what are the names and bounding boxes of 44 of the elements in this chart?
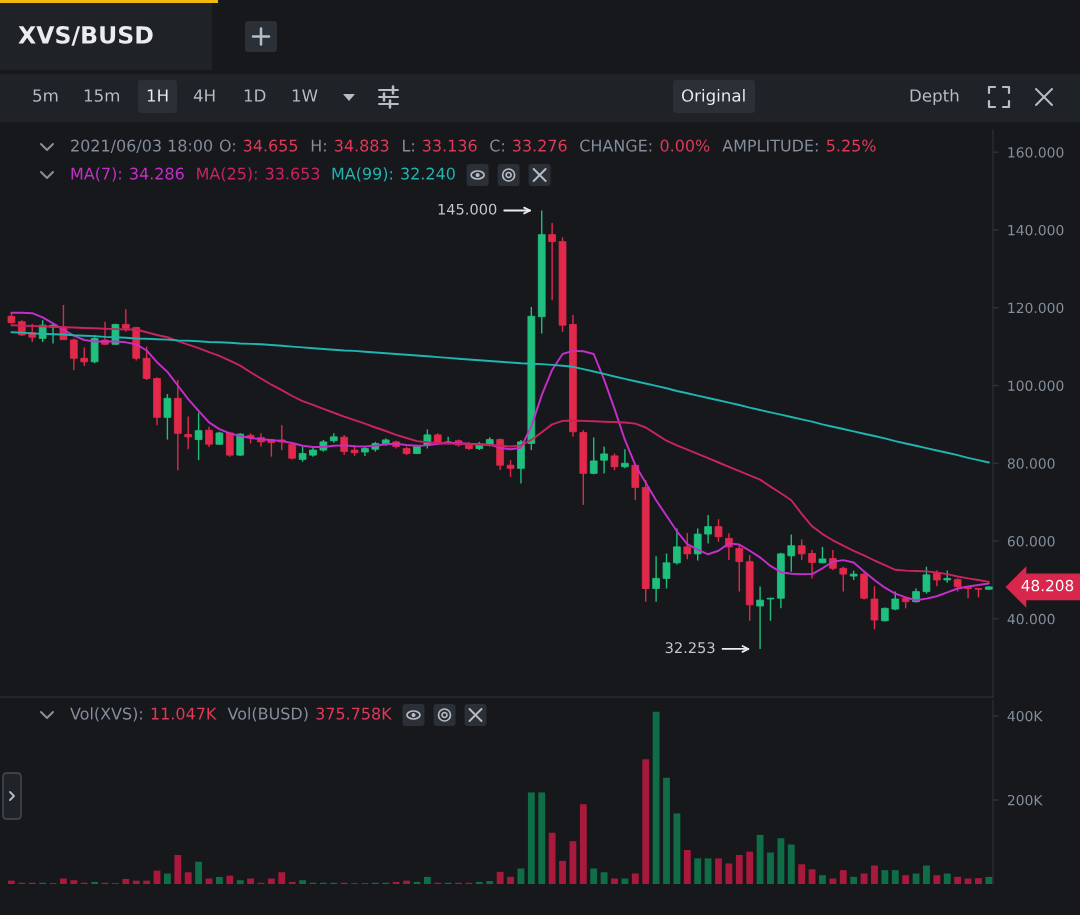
- annotation: C:: [490, 139, 504, 152]
- y-tick-label: 40.000: [1007, 613, 1055, 625]
- annotation: 32.240: [401, 167, 455, 180]
- annotation: 5.25%: [826, 139, 876, 152]
- text: 1D: [244, 89, 266, 102]
- y-tick-label: 120.000: [1008, 302, 1064, 314]
- y-tick-label: 100.000: [1008, 380, 1064, 391]
- text: 1H: [147, 89, 168, 102]
- y-tick-label: 200K: [1007, 794, 1043, 806]
- annotation: H:: [311, 139, 326, 152]
- y-tick-label: 160.000: [1008, 147, 1064, 158]
- annotation: 33.653: [265, 167, 320, 180]
- annotation: 34.655: [243, 139, 298, 152]
- annotation: 2021/06/03 18:00: [71, 139, 213, 153]
- text: 15m: [84, 89, 120, 102]
- annotation: 145.000: [438, 203, 497, 215]
- text: MA(7):: [71, 167, 121, 182]
- annotation: O:: [219, 139, 235, 152]
- text: MA(99):: [332, 167, 393, 182]
- text: MA(25):: [197, 167, 257, 182]
- y-tick-label: 140.000: [1008, 224, 1064, 236]
- annotation: CHANGE:: [580, 139, 652, 152]
- annotation: 33.276: [512, 139, 567, 152]
- text: 4H: [193, 89, 215, 102]
- y-tick-label: 60.000: [1007, 536, 1055, 547]
- annotation: Vol(BUSD): [227, 707, 308, 722]
- text: 48.208: [1021, 579, 1074, 592]
- chart-title: XVS/BUSD: [18, 25, 153, 46]
- annotation: L:: [403, 139, 414, 152]
- y-tick-label: 80.000: [1007, 458, 1055, 469]
- annotation: 32.253: [665, 642, 715, 654]
- y-tick-label: 400K: [1007, 710, 1043, 722]
- annotation: 375.758K: [316, 707, 392, 720]
- text: 1W: [292, 89, 318, 102]
- annotation: Vol(XVS):: [70, 707, 142, 722]
- text: Original: [681, 88, 745, 106]
- text: Depth: [910, 88, 959, 106]
- annotation: 34.286: [130, 167, 184, 180]
- annotation: 33.136: [422, 139, 477, 152]
- text: 5m: [33, 89, 58, 102]
- annotation: 0.00%: [660, 139, 710, 152]
- annotation: 34.883: [334, 139, 389, 152]
- annotation: AMPLITUDE:: [722, 139, 818, 152]
- annotation: 11.047K: [151, 707, 217, 720]
